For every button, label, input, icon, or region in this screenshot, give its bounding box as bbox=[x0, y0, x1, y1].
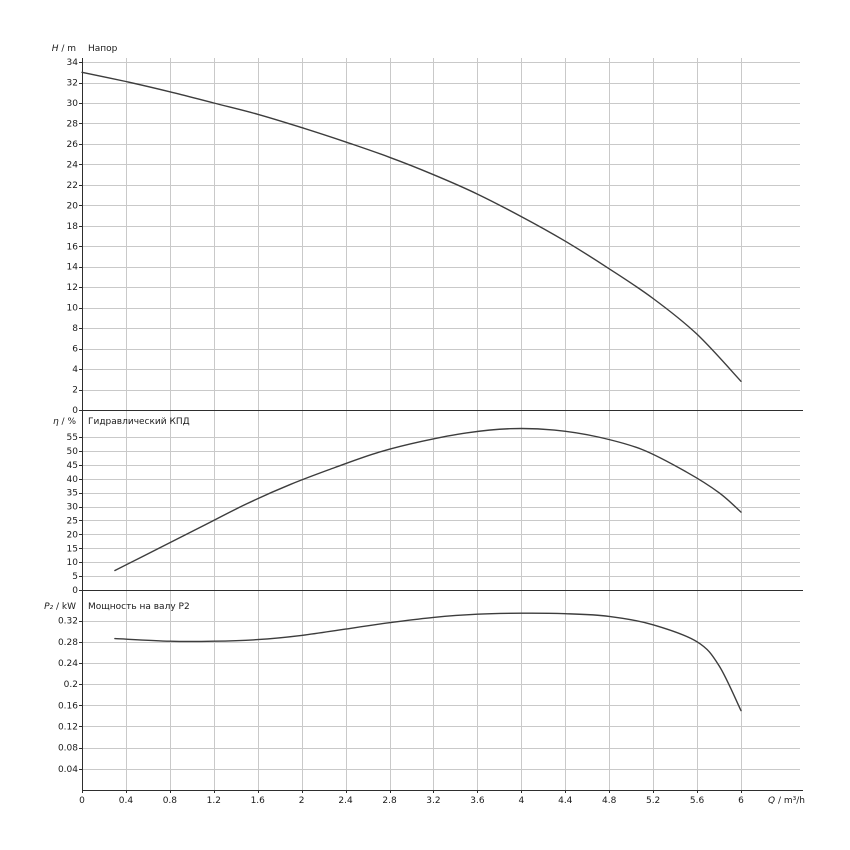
label-layer: 0 0.4 0.8 1.2 1.6 2 2.4 2.8 3.2 3.6 4 4.4 4.8 5.2 5.6 6… bbox=[44, 44, 805, 806]
y-tick-label: 15 bbox=[67, 544, 78, 554]
y-tick-label: 0.28 bbox=[58, 638, 78, 648]
chart-title: Мощность на валу P2 bbox=[88, 602, 190, 612]
axis-layer bbox=[79, 58, 803, 793]
x-tick-label: 5.6 bbox=[690, 796, 705, 806]
x-axis-unit-label: Q / m³/h bbox=[768, 796, 805, 806]
chart-title: Гидравлический КПД bbox=[88, 417, 190, 427]
y-tick-label: 18 bbox=[67, 222, 79, 232]
y-tick-label: 6 bbox=[72, 345, 78, 355]
y-tick-label: 0.08 bbox=[58, 744, 78, 754]
y-axis-unit-label: P₂ / kW bbox=[44, 602, 76, 612]
y-tick-label: 34 bbox=[67, 58, 79, 68]
y-tick-label: 0.12 bbox=[58, 722, 78, 732]
y-tick-label: 4 bbox=[72, 365, 78, 375]
y-tick-label: 0.24 bbox=[58, 659, 78, 669]
y-tick-label: 20 bbox=[67, 530, 79, 540]
y-tick-label: 30 bbox=[67, 99, 79, 109]
y-tick-label: 20 bbox=[67, 201, 79, 211]
y-tick-label: 50 bbox=[67, 447, 79, 457]
y-tick-label: 28 bbox=[67, 119, 79, 129]
x-tick-label: 1.2 bbox=[207, 796, 221, 806]
x-tick-label: 4 bbox=[518, 796, 524, 806]
head-curve bbox=[81, 71, 742, 382]
y-tick-label: 26 bbox=[67, 140, 79, 150]
y-tick-label: 2 bbox=[72, 386, 78, 396]
y-tick-label: 0.04 bbox=[58, 765, 78, 775]
y-tick-label: 0.2 bbox=[64, 680, 78, 690]
y-tick-label: 10 bbox=[67, 558, 79, 568]
x-tick-label: 0 bbox=[79, 796, 85, 806]
y-tick-label: 32 bbox=[67, 79, 78, 89]
curves-layer bbox=[81, 71, 742, 712]
y-tick-label: 30 bbox=[67, 503, 79, 513]
y-tick-label: 8 bbox=[72, 324, 78, 334]
x-tick-label: 2 bbox=[299, 796, 305, 806]
y-tick-label: 22 bbox=[67, 181, 78, 191]
y-tick-label: 0 bbox=[72, 406, 78, 416]
x-tick-label: 3.2 bbox=[426, 796, 440, 806]
x-tick-label: 5.2 bbox=[646, 796, 660, 806]
y-tick-label: 35 bbox=[67, 489, 78, 499]
y-tick-label: 45 bbox=[67, 461, 78, 471]
x-tick-label: 3.6 bbox=[470, 796, 485, 806]
grid-layer bbox=[82, 58, 800, 790]
y-tick-label: 0 bbox=[72, 586, 78, 596]
y-tick-label: 16 bbox=[67, 242, 79, 252]
power-curve bbox=[114, 612, 742, 712]
y-tick-label: 5 bbox=[72, 572, 78, 582]
x-tick-label: 4.8 bbox=[602, 796, 617, 806]
y-tick-label: 24 bbox=[67, 160, 79, 170]
y-axis-unit-label: H / m bbox=[52, 44, 76, 54]
chart-title: Напор bbox=[88, 44, 118, 54]
x-tick-label: 0.4 bbox=[119, 796, 134, 806]
efficiency-curve bbox=[114, 427, 742, 572]
y-tick-label: 0.16 bbox=[58, 701, 78, 711]
x-tick-label: 2.4 bbox=[338, 796, 353, 806]
x-tick-label: 1.6 bbox=[251, 796, 266, 806]
x-tick-label: 2.8 bbox=[382, 796, 397, 806]
y-axis-unit-label: η / % bbox=[53, 417, 76, 427]
y-tick-label: 14 bbox=[67, 263, 79, 273]
y-tick-label: 40 bbox=[67, 475, 79, 485]
x-tick-label: 0.8 bbox=[163, 796, 178, 806]
y-tick-label: 25 bbox=[67, 516, 78, 526]
y-tick-label: 10 bbox=[67, 304, 79, 314]
x-tick-label: 4.4 bbox=[558, 796, 573, 806]
y-tick-label: 0.32 bbox=[58, 617, 78, 627]
y-tick-label: 55 bbox=[67, 433, 78, 443]
x-tick-label: 6 bbox=[738, 796, 744, 806]
y-tick-label: 12 bbox=[67, 283, 78, 293]
